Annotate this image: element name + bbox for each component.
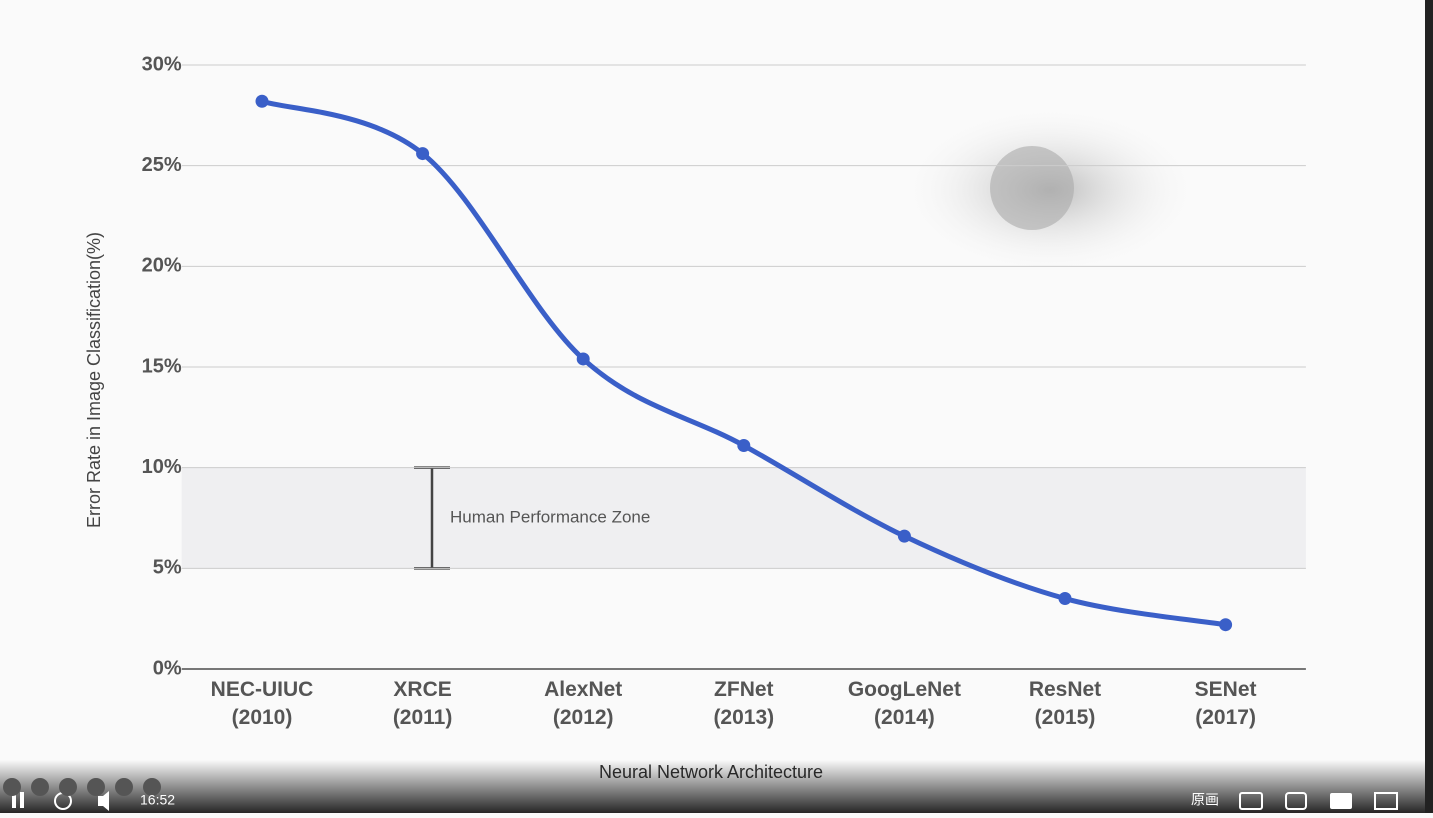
zone-label: Human Performance Zone [450, 507, 650, 526]
point [1058, 592, 1072, 606]
tool-icon[interactable] [3, 778, 21, 796]
point [1219, 618, 1233, 632]
tool-icon[interactable] [59, 778, 77, 796]
y-tick-label: 20% [142, 255, 182, 277]
x-tick-label: NEC-UIUC (2010) [211, 678, 314, 729]
control-bar [0, 760, 1425, 813]
y-tick-label: 30% [142, 53, 182, 75]
time: 16:52 [140, 792, 175, 808]
x-tick-label: AlexNet (2012) [544, 678, 622, 729]
y-axis-label: Error Rate in Image Classification(%) [84, 232, 104, 528]
point [416, 147, 430, 161]
quality-button[interactable]: 原画 [1191, 792, 1219, 808]
y-tick-label: 5% [153, 557, 182, 579]
point [897, 529, 911, 543]
x-tick-label: GoogLeNet (2014) [848, 678, 961, 729]
human-zone [181, 467, 1306, 569]
danmaku-button[interactable] [1285, 792, 1307, 810]
x-tick-label: ResNet (2015) [1029, 678, 1101, 729]
x-tick-label: SENet (2017) [1195, 678, 1257, 729]
edge-strip [1425, 0, 1433, 813]
x-tick-label: ZFNet (2013) [713, 678, 774, 729]
pause-button[interactable] [12, 792, 16, 808]
tool-icon[interactable] [115, 778, 133, 796]
pause-button-bar [20, 792, 24, 808]
y-tick-label: 10% [142, 456, 182, 478]
x-tick-label: XRCE (2011) [393, 678, 453, 729]
point [737, 439, 751, 453]
y-tick-label: 0% [153, 657, 182, 679]
y-tick-label: 15% [142, 355, 182, 377]
point [255, 94, 269, 108]
tool-icon[interactable] [87, 778, 105, 796]
volume-button[interactable] [98, 791, 109, 811]
eye-iris [990, 146, 1074, 230]
settings-button[interactable] [1330, 793, 1352, 809]
tool-icon[interactable] [143, 778, 161, 796]
y-tick-label: 25% [142, 154, 182, 176]
tool-icon[interactable] [31, 778, 49, 796]
point [576, 352, 590, 366]
fullscreen-button[interactable] [1374, 792, 1398, 810]
pip-button[interactable] [1239, 792, 1263, 810]
